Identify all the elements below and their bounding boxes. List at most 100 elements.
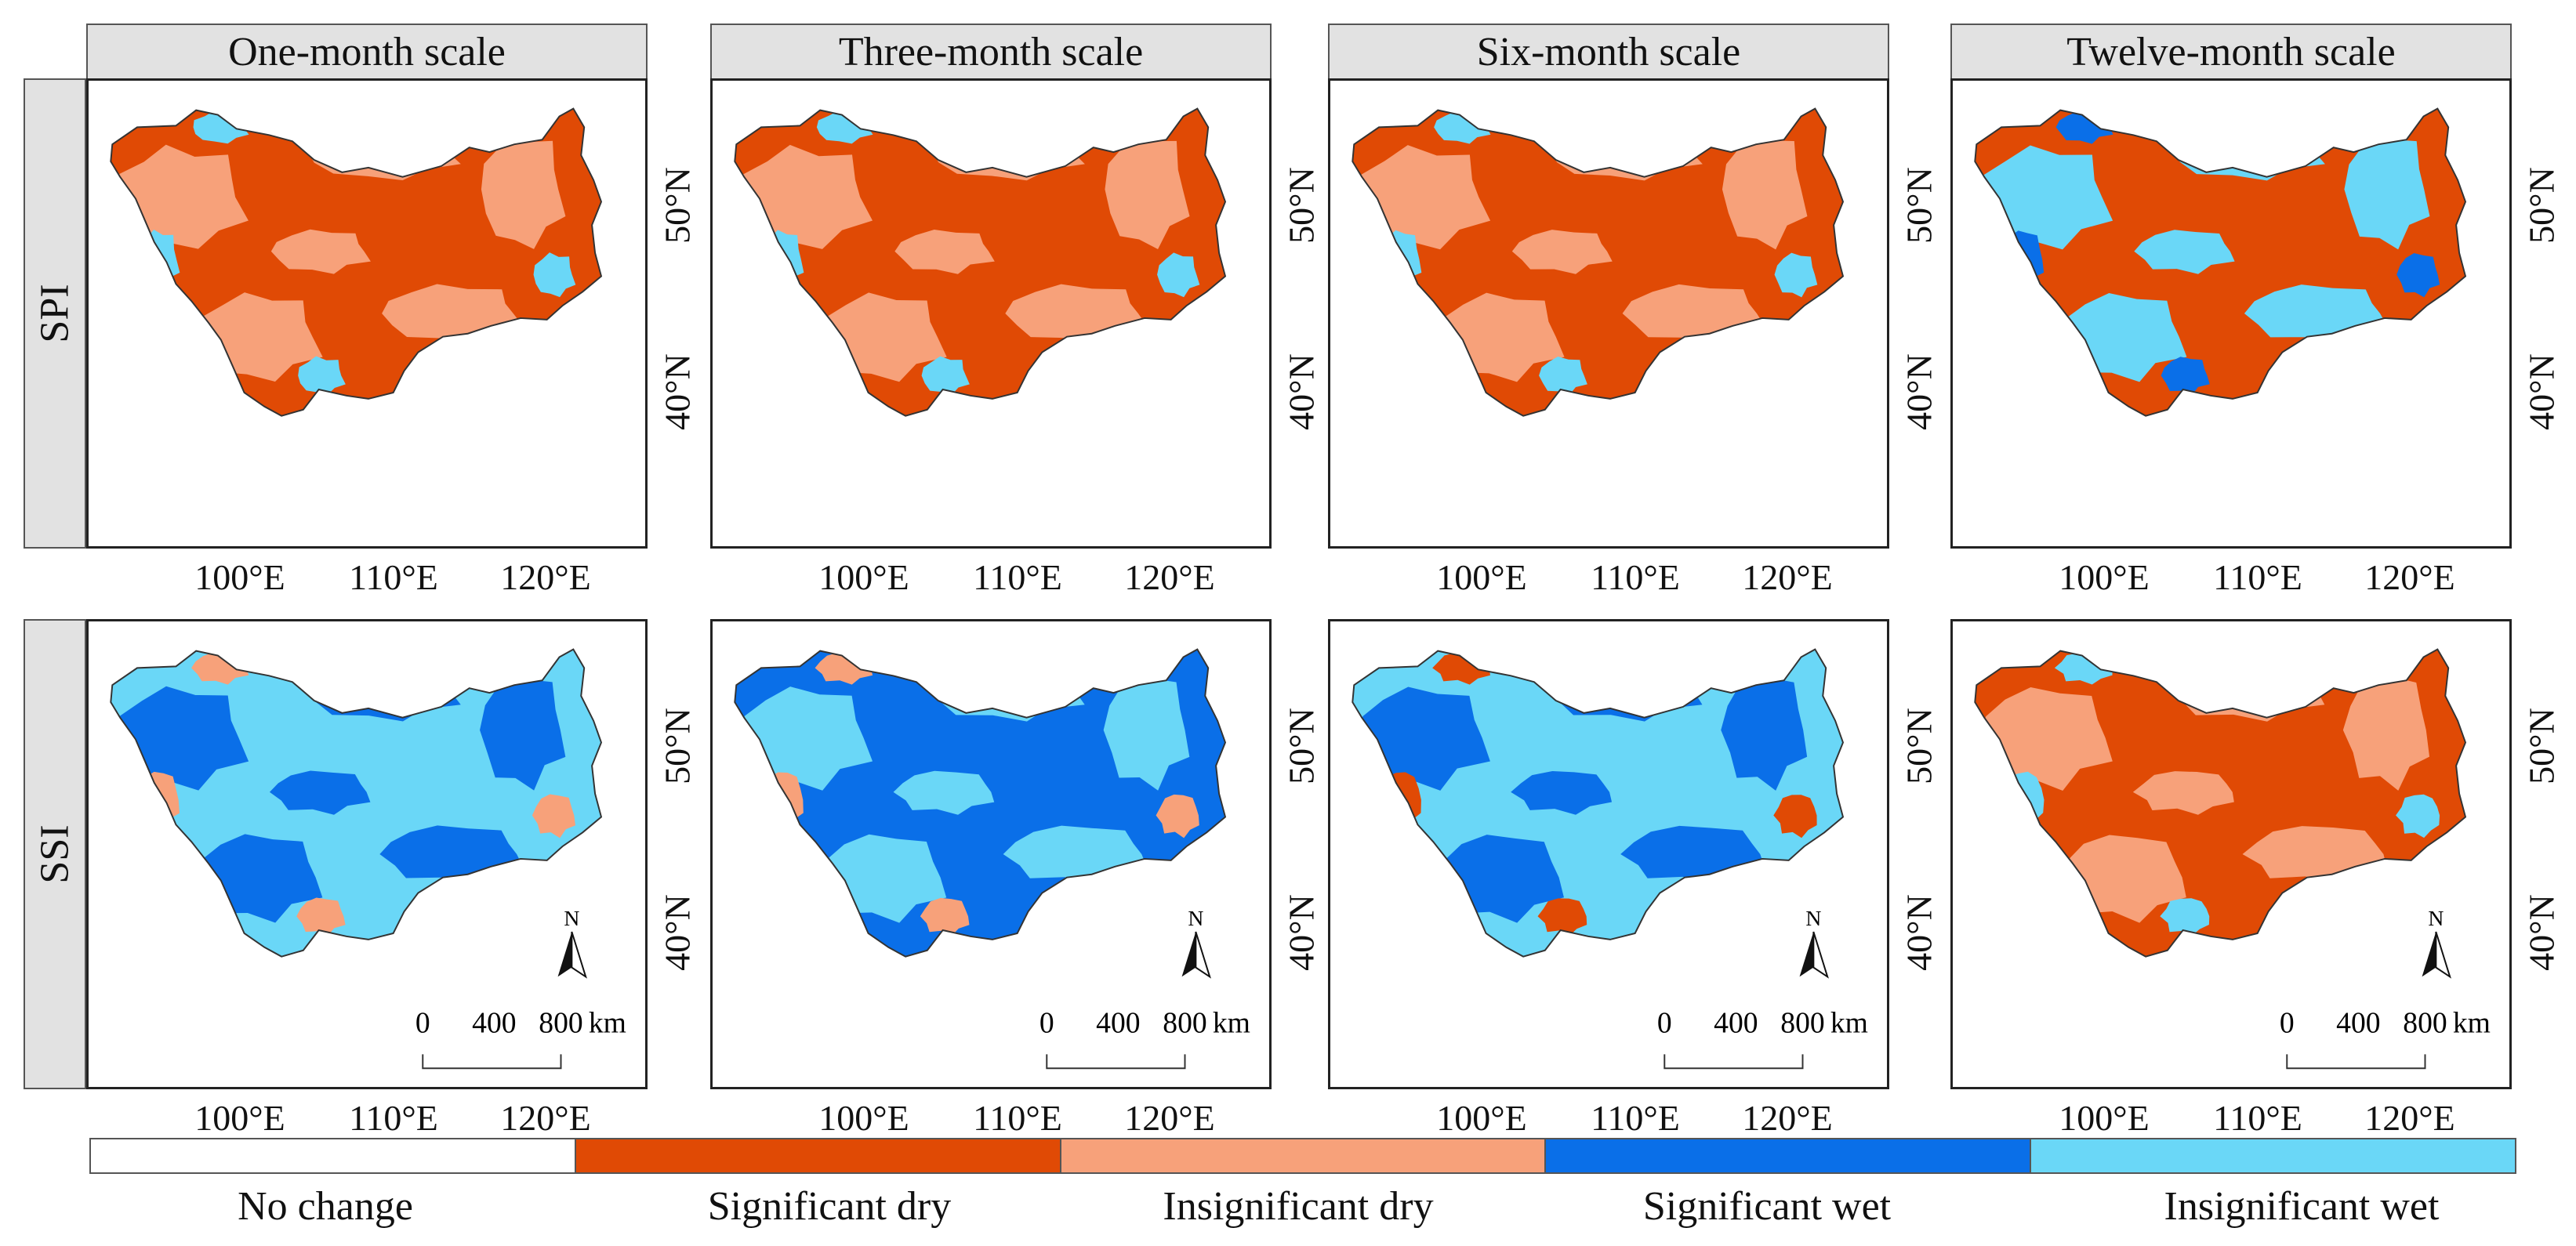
region-patch-accent — [298, 356, 346, 395]
region-patch-secondary — [480, 672, 566, 791]
scale-bar-label: 800 — [1780, 1007, 1824, 1040]
region-patch-accent — [920, 897, 970, 936]
longitude-label: 120°E — [1124, 557, 1215, 597]
region-patch-accent — [533, 252, 576, 298]
map-panel — [86, 78, 648, 549]
map-svg — [734, 107, 1227, 417]
scale-bar-label: 800 — [2403, 1007, 2447, 1040]
longitude-label: 100°E — [818, 557, 909, 597]
longitude-label: 110°E — [1591, 557, 1680, 597]
region-patch-secondary — [114, 686, 249, 791]
map-svg: N 0 400 800 km — [110, 648, 626, 1070]
north-arrow-icon: N — [2422, 906, 2451, 979]
map-svg — [1974, 107, 2467, 417]
north-label: N — [1188, 906, 1203, 930]
region-patch-secondary — [1103, 672, 1190, 791]
region-patch-accent — [2000, 771, 2044, 830]
region-patch-accent — [1774, 252, 1818, 298]
scale-bar — [1046, 1054, 1186, 1070]
row-header-spi: SPI — [24, 78, 86, 549]
longitude-label: 120°E — [1124, 1098, 1215, 1138]
longitude-label: 110°E — [349, 1098, 438, 1138]
latitude-label: 50°N — [1281, 167, 1322, 244]
region-patch-accent — [2161, 357, 2210, 396]
map-svg — [110, 107, 603, 417]
region-boundary — [734, 648, 1227, 958]
region-patch-accent — [296, 897, 346, 936]
north-arrow-icon: N — [557, 906, 587, 979]
north-label: N — [1805, 906, 1821, 930]
scale-bar-label: 400 — [1096, 1007, 1140, 1040]
longitude-label: 110°E — [973, 1098, 1062, 1138]
latitude-label: 40°N — [1899, 894, 1939, 971]
latitude-label: 50°N — [1899, 708, 1939, 784]
longitude-label: 110°E — [2213, 557, 2302, 597]
column-header-one-month: One-month scale — [86, 24, 648, 80]
legend-label-no-change: No change — [238, 1184, 413, 1229]
latitude-label: 40°N — [657, 894, 698, 971]
north-label: N — [2428, 906, 2444, 930]
map-panel — [1328, 78, 1889, 549]
map-panel — [1950, 78, 2512, 549]
latitude-label: 50°N — [657, 708, 698, 784]
legend-swatch-significant-wet — [1544, 1139, 2030, 1172]
region-boundary — [110, 648, 603, 958]
row-header-ssi: SSI — [24, 619, 86, 1089]
scale-bar-label: 400 — [472, 1007, 516, 1040]
longitude-label: 100°E — [818, 1098, 909, 1138]
longitude-label: 100°E — [2059, 1098, 2150, 1138]
longitude-label: 100°E — [2059, 557, 2150, 597]
region-patch-accent — [2396, 794, 2440, 839]
region-patch-accent — [532, 794, 576, 839]
map-panel: N 0 400 800 km — [1328, 619, 1889, 1089]
longitude-label: 120°E — [500, 557, 591, 597]
map-svg: N 0 400 800 km — [734, 648, 1250, 1070]
map-panel: N 0 400 800 km — [1950, 619, 2512, 1089]
scale-bar-unit: km — [589, 1007, 626, 1040]
latitude-label: 40°N — [1281, 353, 1322, 430]
longitude-label: 120°E — [2364, 557, 2455, 597]
scale-bar-label: 800 — [539, 1007, 582, 1040]
latitude-label: 50°N — [1899, 167, 1939, 244]
map-panel — [710, 78, 1272, 549]
region-patch-accent — [1539, 356, 1587, 396]
region-patch-secondary — [116, 144, 249, 249]
region-patch-accent — [1773, 795, 1817, 839]
longitude-label: 110°E — [973, 557, 1062, 597]
longitude-label: 110°E — [2213, 1098, 2302, 1138]
region-patch-accent — [1378, 230, 1422, 290]
legend-swatch-significant-dry — [574, 1139, 1060, 1172]
latitude-label: 40°N — [2521, 353, 2562, 430]
latitude-label: 40°N — [1281, 894, 1322, 971]
longitude-label: 120°E — [500, 1098, 591, 1138]
legend-colorbar — [89, 1138, 2516, 1174]
region-patch-secondary — [1511, 770, 1613, 815]
legend-label-significant-wet: Significant wet — [1642, 1184, 1892, 1229]
region-patch-secondary — [1356, 145, 1491, 250]
longitude-label: 100°E — [1436, 1098, 1527, 1138]
region-patch-secondary — [1722, 130, 1808, 250]
column-header-three-month: Three-month scale — [710, 24, 1272, 80]
region-patch-accent — [760, 230, 804, 290]
scale-bar-unit: km — [2453, 1007, 2491, 1040]
longitude-label: 100°E — [1436, 557, 1527, 597]
north-arrow-icon: N — [1181, 906, 1211, 979]
region-boundary — [734, 107, 1227, 417]
map-panel: N 0 400 800 km — [710, 619, 1272, 1089]
region-patch-accent — [2160, 898, 2210, 936]
map-svg: N 0 400 800 km — [1974, 648, 2491, 1070]
region-patch-accent — [2001, 230, 2044, 290]
region-patch-secondary — [2342, 672, 2430, 791]
legend-swatch-insignificant-wet — [2030, 1139, 2515, 1172]
region-patch-accent — [921, 356, 970, 396]
scale-bar-label: 0 — [1657, 1007, 1672, 1040]
scale-bar-unit: km — [1830, 1007, 1868, 1040]
latitude-label: 40°N — [2521, 894, 2562, 971]
region-patch-secondary — [2134, 230, 2235, 274]
north-label: N — [564, 906, 579, 930]
latitude-label: 50°N — [1281, 708, 1322, 784]
region-boundary — [1351, 648, 1845, 958]
north-arrow-icon: N — [1799, 906, 1829, 979]
column-title: Three-month scale — [838, 29, 1144, 74]
